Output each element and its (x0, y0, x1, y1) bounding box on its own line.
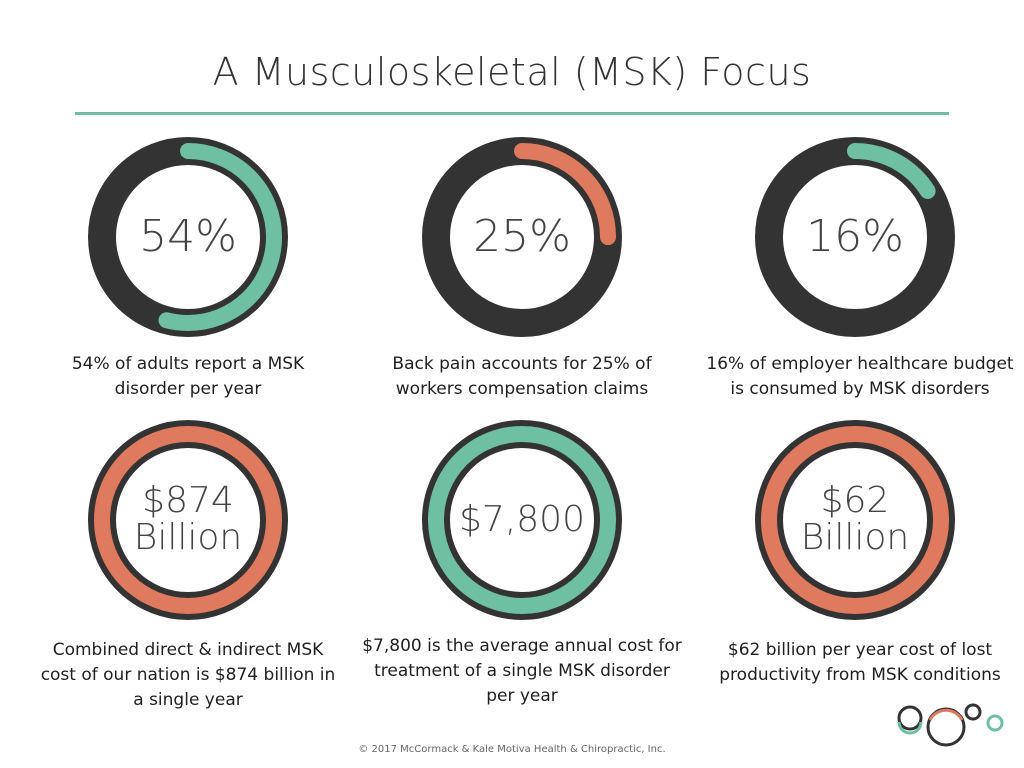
ring-full-arc (428, 426, 616, 614)
stat-value: $62 Billion (755, 420, 955, 620)
ring-progress-arc (428, 143, 616, 331)
ring-full-arc (94, 426, 282, 614)
stat-ring-adults: 54% (88, 137, 288, 337)
stat-ring-back-pain: 25% (422, 137, 622, 337)
copyright-footer: © 2017 McCormack & Kale Motiva Health & … (358, 744, 666, 755)
stat-ring-lost-productivity: $62 Billion (755, 420, 955, 620)
stat-value-line: $874 (142, 480, 234, 522)
stat-value-line: $62 (820, 480, 890, 522)
stat-value: $874 Billion (88, 420, 288, 620)
ring-progress-arc (94, 143, 282, 331)
stat-value-line: Billion (800, 517, 910, 558)
company-logo-icon (897, 703, 1004, 747)
ring-progress-arc (761, 143, 949, 331)
stat-value: $7,800 (459, 498, 585, 540)
stat-ring-national-cost: $874 Billion (88, 420, 288, 620)
stat-caption: 54% of adults report a MSK disorder per … (71, 354, 305, 399)
stat-value: 54% (139, 210, 237, 262)
stat-value-line: Billion (133, 517, 243, 558)
page-title: A Musculoskeletal (MSK) Focus (212, 50, 812, 94)
stat-value: 16% (806, 210, 904, 262)
stat-caption: $62 billion per year cost of lost produc… (719, 640, 1001, 685)
title-divider (75, 112, 949, 115)
stat-caption: Combined direct & indirect MSK cost of o… (40, 640, 336, 710)
stat-ring-average-cost: $7,800 (422, 420, 622, 620)
stat-ring-employer-budget: 16% (755, 137, 955, 337)
stat-caption: Back pain accounts for 25% of workers co… (392, 354, 652, 399)
ring-full-arc (761, 426, 949, 614)
stat-caption: $7,800 is the average annual cost for tr… (362, 636, 682, 706)
stat-caption: 16% of employer healthcare budget is con… (706, 354, 1014, 399)
stat-value: 25% (473, 210, 571, 262)
